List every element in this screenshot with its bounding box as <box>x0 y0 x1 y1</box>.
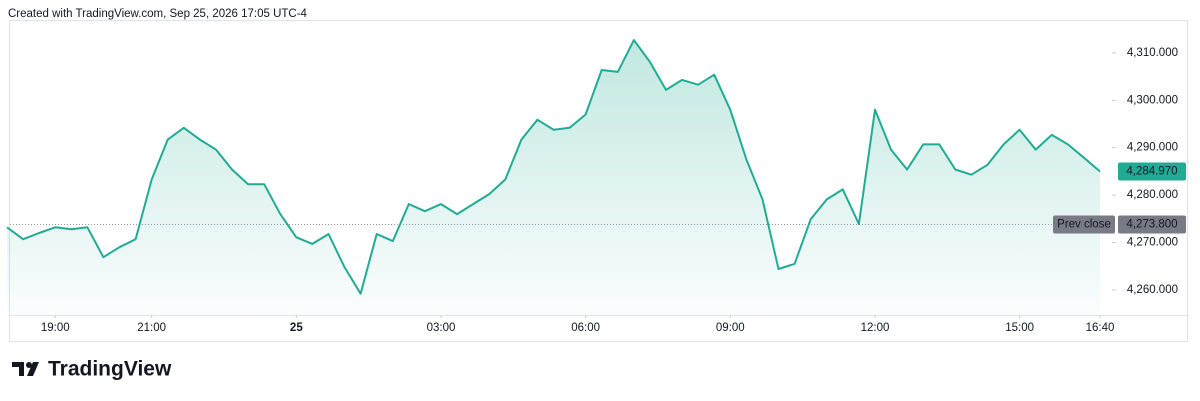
last-price-box <box>1118 162 1186 181</box>
chart-frame <box>9 20 1188 342</box>
x-tick-label: 16:40 <box>1086 322 1115 334</box>
logo-icon <box>12 362 39 376</box>
x-tick-label: 12:00 <box>861 322 890 334</box>
x-tick-label: 09:00 <box>716 322 745 334</box>
x-tick-label: 21:00 <box>137 322 166 334</box>
y-tick-label: 4,280.000 <box>1127 189 1178 201</box>
last-price-label: 4,284.970 <box>1126 166 1177 178</box>
y-tick-label: 4,260.000 <box>1127 284 1178 296</box>
y-tick-label: 4,310.000 <box>1127 47 1178 59</box>
prev-close-label-box <box>1118 215 1186 234</box>
x-tick-label: 15:00 <box>1005 322 1034 334</box>
price-line <box>6 39 1101 295</box>
area <box>7 40 1100 315</box>
prev-close-name: Prev close <box>1057 219 1111 231</box>
prev-close-label: 4,273.800 <box>1126 219 1177 231</box>
x-tick-label: 19:00 <box>41 322 70 334</box>
x-tick-label: 03:00 <box>427 322 456 334</box>
x-tick-label: 25 <box>290 322 303 334</box>
y-tick-label: 4,300.000 <box>1127 94 1178 106</box>
y-tick-label: 4,270.000 <box>1127 237 1178 249</box>
brand: TradingView <box>48 358 172 381</box>
x-tick-label: 06:00 <box>571 322 600 334</box>
chart-title: Created with TradingView.com, Sep 25, 20… <box>8 8 308 20</box>
prev-close-name-box <box>1053 215 1115 234</box>
y-tick-label: 4,290.000 <box>1127 142 1178 154</box>
plot: 4,260.000 4,270.000 4,280.000 4,290.000 4,30… <box>6 39 1186 334</box>
